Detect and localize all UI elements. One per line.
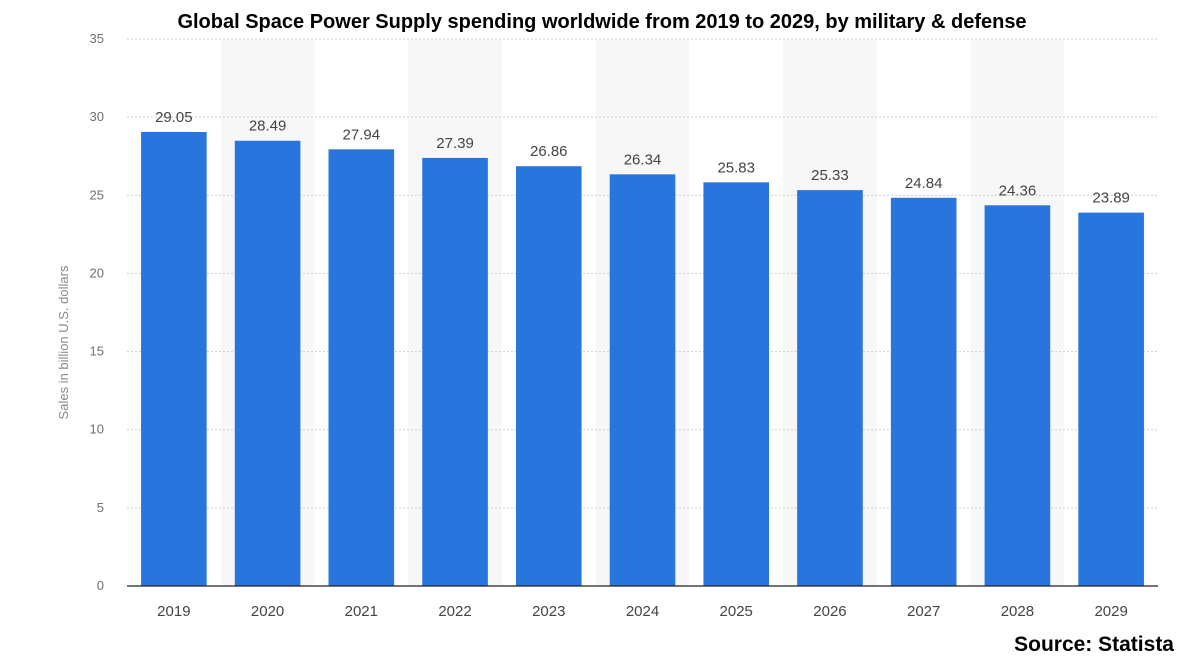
bar	[328, 149, 395, 586]
bar	[797, 190, 863, 586]
bar	[515, 166, 582, 587]
bar	[141, 131, 207, 587]
bar	[234, 140, 301, 586]
y-axis-ticks: 0 5 10 15 20 25 30 35	[90, 31, 104, 593]
x-tick-label: 2029	[1094, 603, 1127, 620]
data-label: 25.33	[811, 167, 849, 184]
chart-title: Global Space Power Supply spending world…	[177, 11, 1027, 33]
y-tick-label: 0	[97, 578, 104, 593]
y-tick-label: 35	[90, 31, 104, 46]
data-label: 25.83	[717, 159, 755, 176]
data-label: 29.05	[155, 109, 193, 126]
x-tick-label: 2024	[626, 603, 659, 620]
data-label: 24.84	[905, 175, 943, 192]
y-tick-label: 10	[90, 422, 104, 437]
y-axis-label: Sales in billion U.S. dollars	[56, 265, 71, 419]
x-tick-label: 2023	[532, 603, 565, 620]
x-axis-ticks: 2019 2020 2021 2022 2023 2024 2025 2026 2027 2028…	[157, 603, 1128, 620]
y-tick-label: 25	[90, 187, 104, 202]
x-tick-label: 2019	[157, 603, 190, 620]
data-label: 27.39	[436, 135, 474, 152]
x-tick-label: 2022	[438, 603, 471, 620]
y-tick-label: 5	[97, 500, 104, 515]
x-tick-label: 2025	[720, 603, 753, 620]
bar	[703, 182, 770, 586]
source-label: Source: Statista	[1014, 633, 1174, 656]
x-tick-label: 2027	[907, 603, 940, 620]
bar	[422, 157, 488, 587]
bar	[890, 197, 957, 586]
data-label: 24.36	[999, 182, 1037, 199]
data-label: 23.89	[1092, 190, 1130, 207]
x-tick-label: 2021	[345, 603, 378, 620]
data-labels: 29.05 28.49 27.94 27.39 26.86 26.34 25.83 25.33…	[155, 109, 1130, 207]
bar	[609, 174, 676, 586]
bar	[1078, 212, 1144, 586]
data-label: 26.34	[624, 151, 662, 168]
bar	[984, 205, 1051, 586]
x-tick-label: 2026	[813, 603, 846, 620]
data-label: 28.49	[249, 118, 287, 135]
x-tick-label: 2028	[1001, 603, 1034, 620]
data-label: 26.86	[530, 143, 568, 160]
y-tick-label: 15	[90, 344, 104, 359]
data-label: 27.94	[343, 126, 381, 143]
y-tick-label: 30	[90, 109, 104, 124]
bars	[141, 131, 1144, 587]
x-tick-label: 2020	[251, 603, 284, 620]
y-tick-label: 20	[90, 265, 104, 280]
